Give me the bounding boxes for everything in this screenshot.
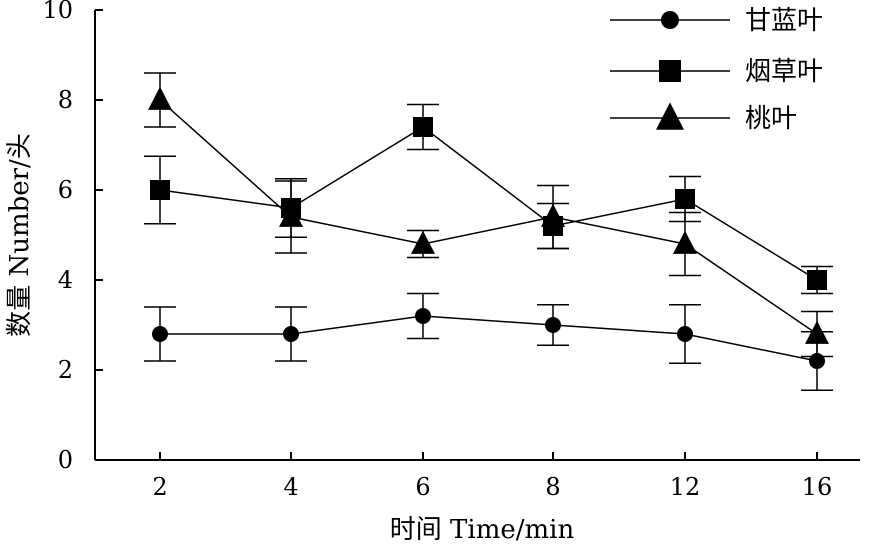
series-square [144,103,833,295]
x-tick-label: 6 [415,473,430,501]
data-point [411,230,435,254]
data-point [413,117,433,137]
series-circle [144,292,833,391]
y-tick-label: 6 [58,176,73,204]
legend-marker [656,102,684,130]
series-triangle [144,72,833,358]
data-point [279,203,303,227]
x-tick-label: 12 [670,473,701,501]
legend-marker [659,60,681,82]
data-point [152,326,168,342]
tick-labels: 0 2 4 6 8 10 2 4 6 8 12 16 [42,0,832,501]
data-point [415,308,431,324]
plot-area [144,72,833,391]
data-point [150,180,170,200]
legend-entry: 甘蓝叶 [610,6,823,36]
legend-marker [661,11,679,29]
data-point [541,203,565,227]
x-axis-title: 时间 Time/min [390,515,575,545]
series-line [159,126,818,281]
y-tick-label: 10 [42,0,73,24]
y-axis-title: 数量 Number/头 [5,133,35,337]
data-point [675,189,695,209]
data-point [673,230,697,254]
x-tick-label: 4 [283,473,298,501]
x-tick-label: 16 [802,473,833,501]
y-tick-label: 2 [58,356,73,384]
legend-label: 桃叶 [745,104,797,134]
y-tick-label: 0 [58,446,73,474]
x-tick-label: 2 [152,473,167,501]
data-point [148,86,172,110]
legend-entry: 桃叶 [610,102,797,134]
legend-label: 烟草叶 [745,57,823,87]
legend-entry: 烟草叶 [610,57,823,87]
series-line [159,99,818,335]
axes [94,9,860,461]
y-tick-label: 8 [58,86,73,114]
data-point [807,270,827,290]
y-tick-label: 4 [58,266,73,294]
data-point [283,326,299,342]
legend-label: 甘蓝叶 [745,6,823,36]
data-point [805,320,829,344]
data-point [677,326,693,342]
data-point [545,317,561,333]
series-line [160,315,818,362]
x-tick-label: 8 [545,473,560,501]
